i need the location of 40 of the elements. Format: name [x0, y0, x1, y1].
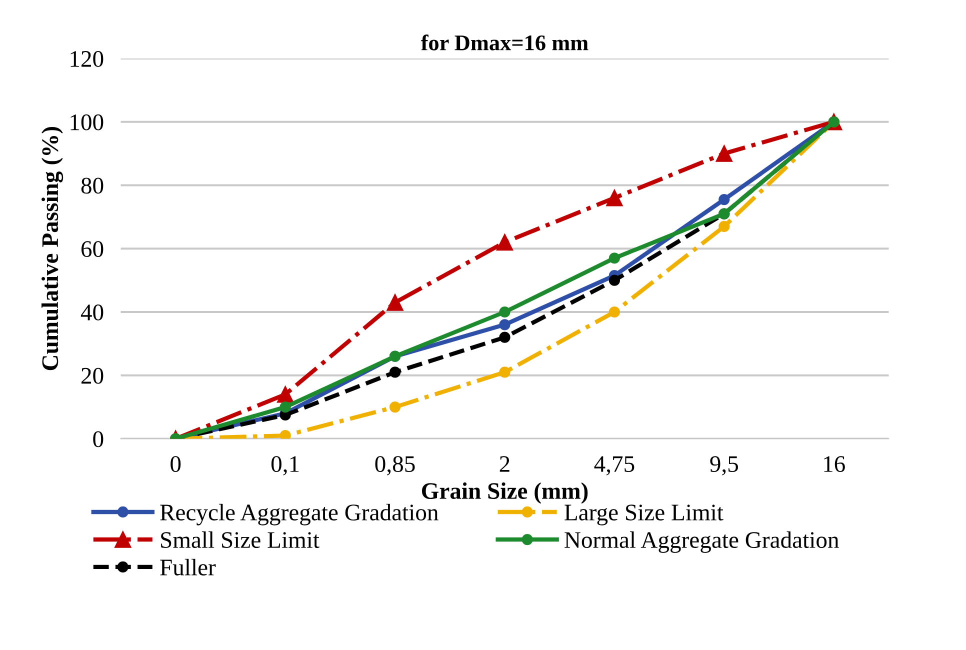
point: [496, 234, 514, 251]
x-axis-title: Grain Size (mm): [422, 482, 588, 504]
point: [386, 294, 404, 311]
x-tick-label: 2: [500, 456, 510, 472]
x-tick-label: 16: [824, 456, 845, 472]
x-tick-label: 9,5: [710, 456, 738, 476]
y-tick-label: 20: [82, 368, 104, 384]
point: [499, 366, 510, 378]
y-tick-label: 40: [80, 304, 104, 320]
x-tick-label: 0: [170, 456, 181, 472]
legend-label: Normal Aggregate Gradation: [564, 531, 839, 553]
y-tick-label: 100: [70, 114, 104, 130]
x-tick-label: 0,1: [271, 456, 299, 476]
legend-label: Large Size Limit: [564, 504, 724, 526]
point: [499, 306, 510, 318]
y-tick-label: 120: [70, 50, 104, 67]
legend-label: Recycle Aggregate Gradation: [160, 504, 438, 526]
x-tick-label: 0,85: [375, 456, 415, 476]
y-tick-label: 60: [81, 241, 104, 258]
point: [499, 319, 510, 330]
point: [718, 220, 730, 232]
point: [608, 274, 620, 286]
x-tick-label: 4,75: [594, 456, 634, 476]
point: [718, 194, 730, 206]
legend-label: Fuller: [160, 558, 216, 576]
point: [608, 306, 620, 318]
legend-label: Small Size Limit: [161, 531, 320, 548]
chart-title: for Dmax=16 mm: [421, 34, 588, 50]
point: [499, 332, 510, 343]
point: [606, 190, 623, 206]
y-axis-title: Cumulative Passing (%): [42, 127, 64, 370]
point: [716, 145, 732, 162]
y-tick-label: 0: [93, 431, 104, 448]
point: [276, 386, 294, 403]
point: [608, 252, 620, 264]
point: [389, 366, 401, 378]
y-tick-label: 80: [81, 178, 104, 194]
point: [280, 430, 291, 439]
point: [280, 402, 291, 413]
point: [389, 402, 401, 413]
